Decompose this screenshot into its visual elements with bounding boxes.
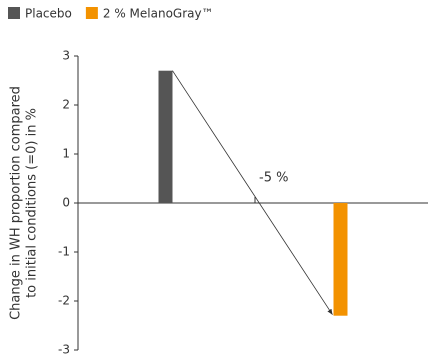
y-tick-label: -3 xyxy=(58,343,70,357)
y-tick-label: 1 xyxy=(62,147,70,161)
legend-swatch xyxy=(8,7,20,19)
y-tick-label: 3 xyxy=(62,49,70,63)
legend-swatch xyxy=(85,7,98,19)
y-tick-label: -1 xyxy=(58,245,70,259)
y-axis-label: to initial conditions (=0) in % xyxy=(25,108,40,298)
legend-label: Placebo xyxy=(25,7,72,21)
difference-arrow xyxy=(172,70,333,315)
y-axis-label: Change in WH proportion compared xyxy=(9,86,24,320)
bar xyxy=(333,203,348,316)
y-tick-label: 2 xyxy=(62,98,70,112)
bar xyxy=(158,70,173,203)
annotation: -5 % xyxy=(259,171,288,186)
y-tick-label: 0 xyxy=(62,196,70,210)
y-tick-label: -2 xyxy=(58,294,70,308)
legend-label: 2 % MelanoGray™ xyxy=(103,7,214,21)
